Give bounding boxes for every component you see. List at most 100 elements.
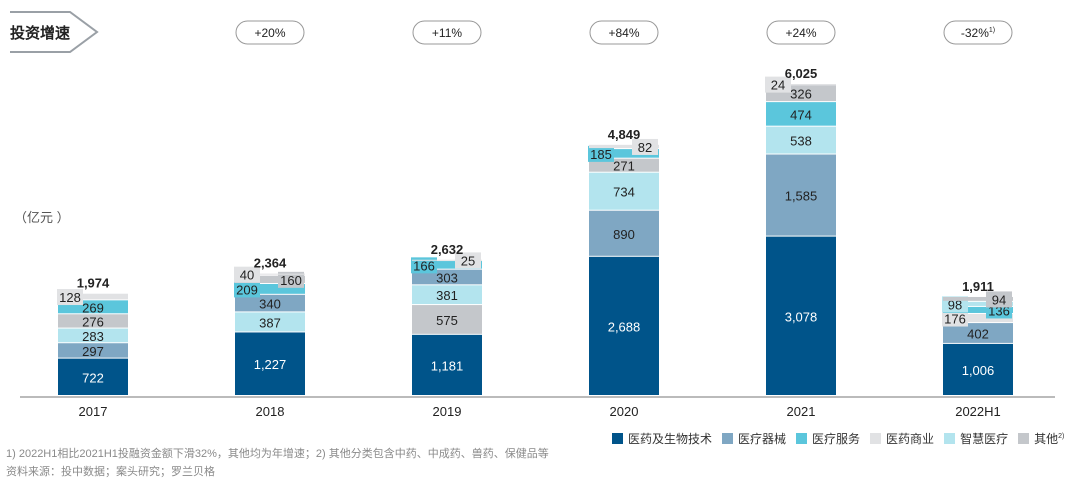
growth-pill [943,20,1013,45]
legend-label: 医药商业 [886,432,935,446]
segment-label: 271 [613,159,635,174]
label-box [765,76,791,93]
growth-label: +20% [254,26,285,40]
bar-segment [58,328,128,343]
segment-label: 303 [436,270,458,285]
segment-label: 160 [280,273,302,288]
segment-label: 1,227 [254,357,287,372]
legend-label: 医药及生物技术 [628,432,713,446]
bar-segment [412,305,482,334]
legend-item: 医药及生物技术 [612,430,712,447]
segment-label: 276 [82,314,104,329]
legend-label: 医疗器械 [738,432,787,446]
bar-segment [235,283,305,294]
segment-label: 538 [790,134,812,149]
bar-segment [58,293,128,300]
total-label: 2,632 [431,242,464,257]
legend-swatch [944,433,956,444]
legend-label: 智慧医疗 [960,432,1009,446]
segment-label: 24 [771,78,785,93]
bar-segment [766,154,836,236]
bar-segment [589,144,659,149]
bar-segment [58,343,128,358]
label-box [632,138,658,155]
growth-label: +11% [432,26,462,40]
bar-segment [412,261,482,269]
x-tick-label: 2022H1 [955,404,1001,419]
segment-label: 25 [461,253,475,268]
legend-label: 医疗服务 [812,432,861,446]
growth-pill [235,20,305,45]
segment-label: 3,078 [785,309,818,324]
growth-pill [589,20,659,45]
segment-label: 40 [240,268,254,283]
segment-label: 269 [82,300,104,315]
segment-label: 1,006 [962,363,995,378]
source-note: 资料来源：投中数据；案头研究；罗兰贝格 [6,466,215,478]
legend-item: 医药商业 [870,430,934,447]
bar-segment [943,313,1013,323]
bar-segment [589,158,659,172]
bar-segment [766,126,836,154]
label-box [234,281,260,298]
bar-segment [589,210,659,256]
legend-item: 智慧医疗 [944,430,1008,447]
growth-label: -32%1) [961,26,995,40]
bar-segment [766,236,836,395]
segment-label: 890 [613,227,635,242]
legend-item: 医疗服务 [796,430,860,447]
bar-segment [943,306,1013,313]
segment-label: 98 [948,297,962,312]
segment-label: 2,688 [608,319,641,334]
label-box [57,289,83,306]
bar-segment [589,256,659,395]
legend-swatch [1018,433,1030,444]
segment-label: 128 [59,290,81,305]
bar-segment [412,334,482,395]
segment-label: 474 [790,107,812,122]
segment-label: 387 [259,315,281,330]
total-label: 6,025 [785,66,818,81]
label-box [455,252,481,269]
label-box [942,310,968,327]
total-label: 2,364 [254,256,287,271]
segment-label: 340 [259,297,281,312]
segment-label: 722 [82,370,104,385]
segment-label: 176 [944,312,966,327]
x-tick-label: 2019 [433,404,462,419]
bar-segment [412,259,482,261]
segment-label: 734 [613,185,635,200]
label-box [278,271,304,288]
label-box [986,291,1012,308]
legend-label: 其他2) [1034,432,1065,446]
legend-item: 医疗器械 [722,430,786,447]
growth-label: +84% [608,26,639,40]
bar-segment [589,149,659,158]
segment-label: 209 [236,282,258,297]
legend-swatch [612,433,623,444]
growth-pill [412,20,482,45]
bar-segment [943,323,1013,343]
label-box [234,266,260,283]
segment-label: 1,181 [431,358,464,373]
segment-label: 575 [436,313,458,328]
bar-segment [58,358,128,395]
legend-swatch [870,433,882,444]
bar-segment [58,314,128,328]
segment-label: 326 [790,87,812,102]
label-box [411,257,437,274]
footnote: 1) 2022H1相比2021H1投融资金额下滑32%，其他均为年增速；2) 其… [6,448,549,460]
x-tick-label: 2021 [787,404,816,419]
legend: 医药及生物技术 医疗器械 医疗服务 医药商业 智慧医疗 其他2) [612,430,1064,447]
total-label: 4,849 [608,127,641,142]
segment-label: 402 [967,326,989,341]
segment-label: 94 [992,292,1006,307]
total-label: 1,974 [77,276,110,291]
bar-segment [943,296,1013,301]
label-box [588,145,614,162]
legend-swatch [796,433,808,444]
bar-segment [766,84,836,85]
unit-label: （亿元 ） [14,210,70,225]
